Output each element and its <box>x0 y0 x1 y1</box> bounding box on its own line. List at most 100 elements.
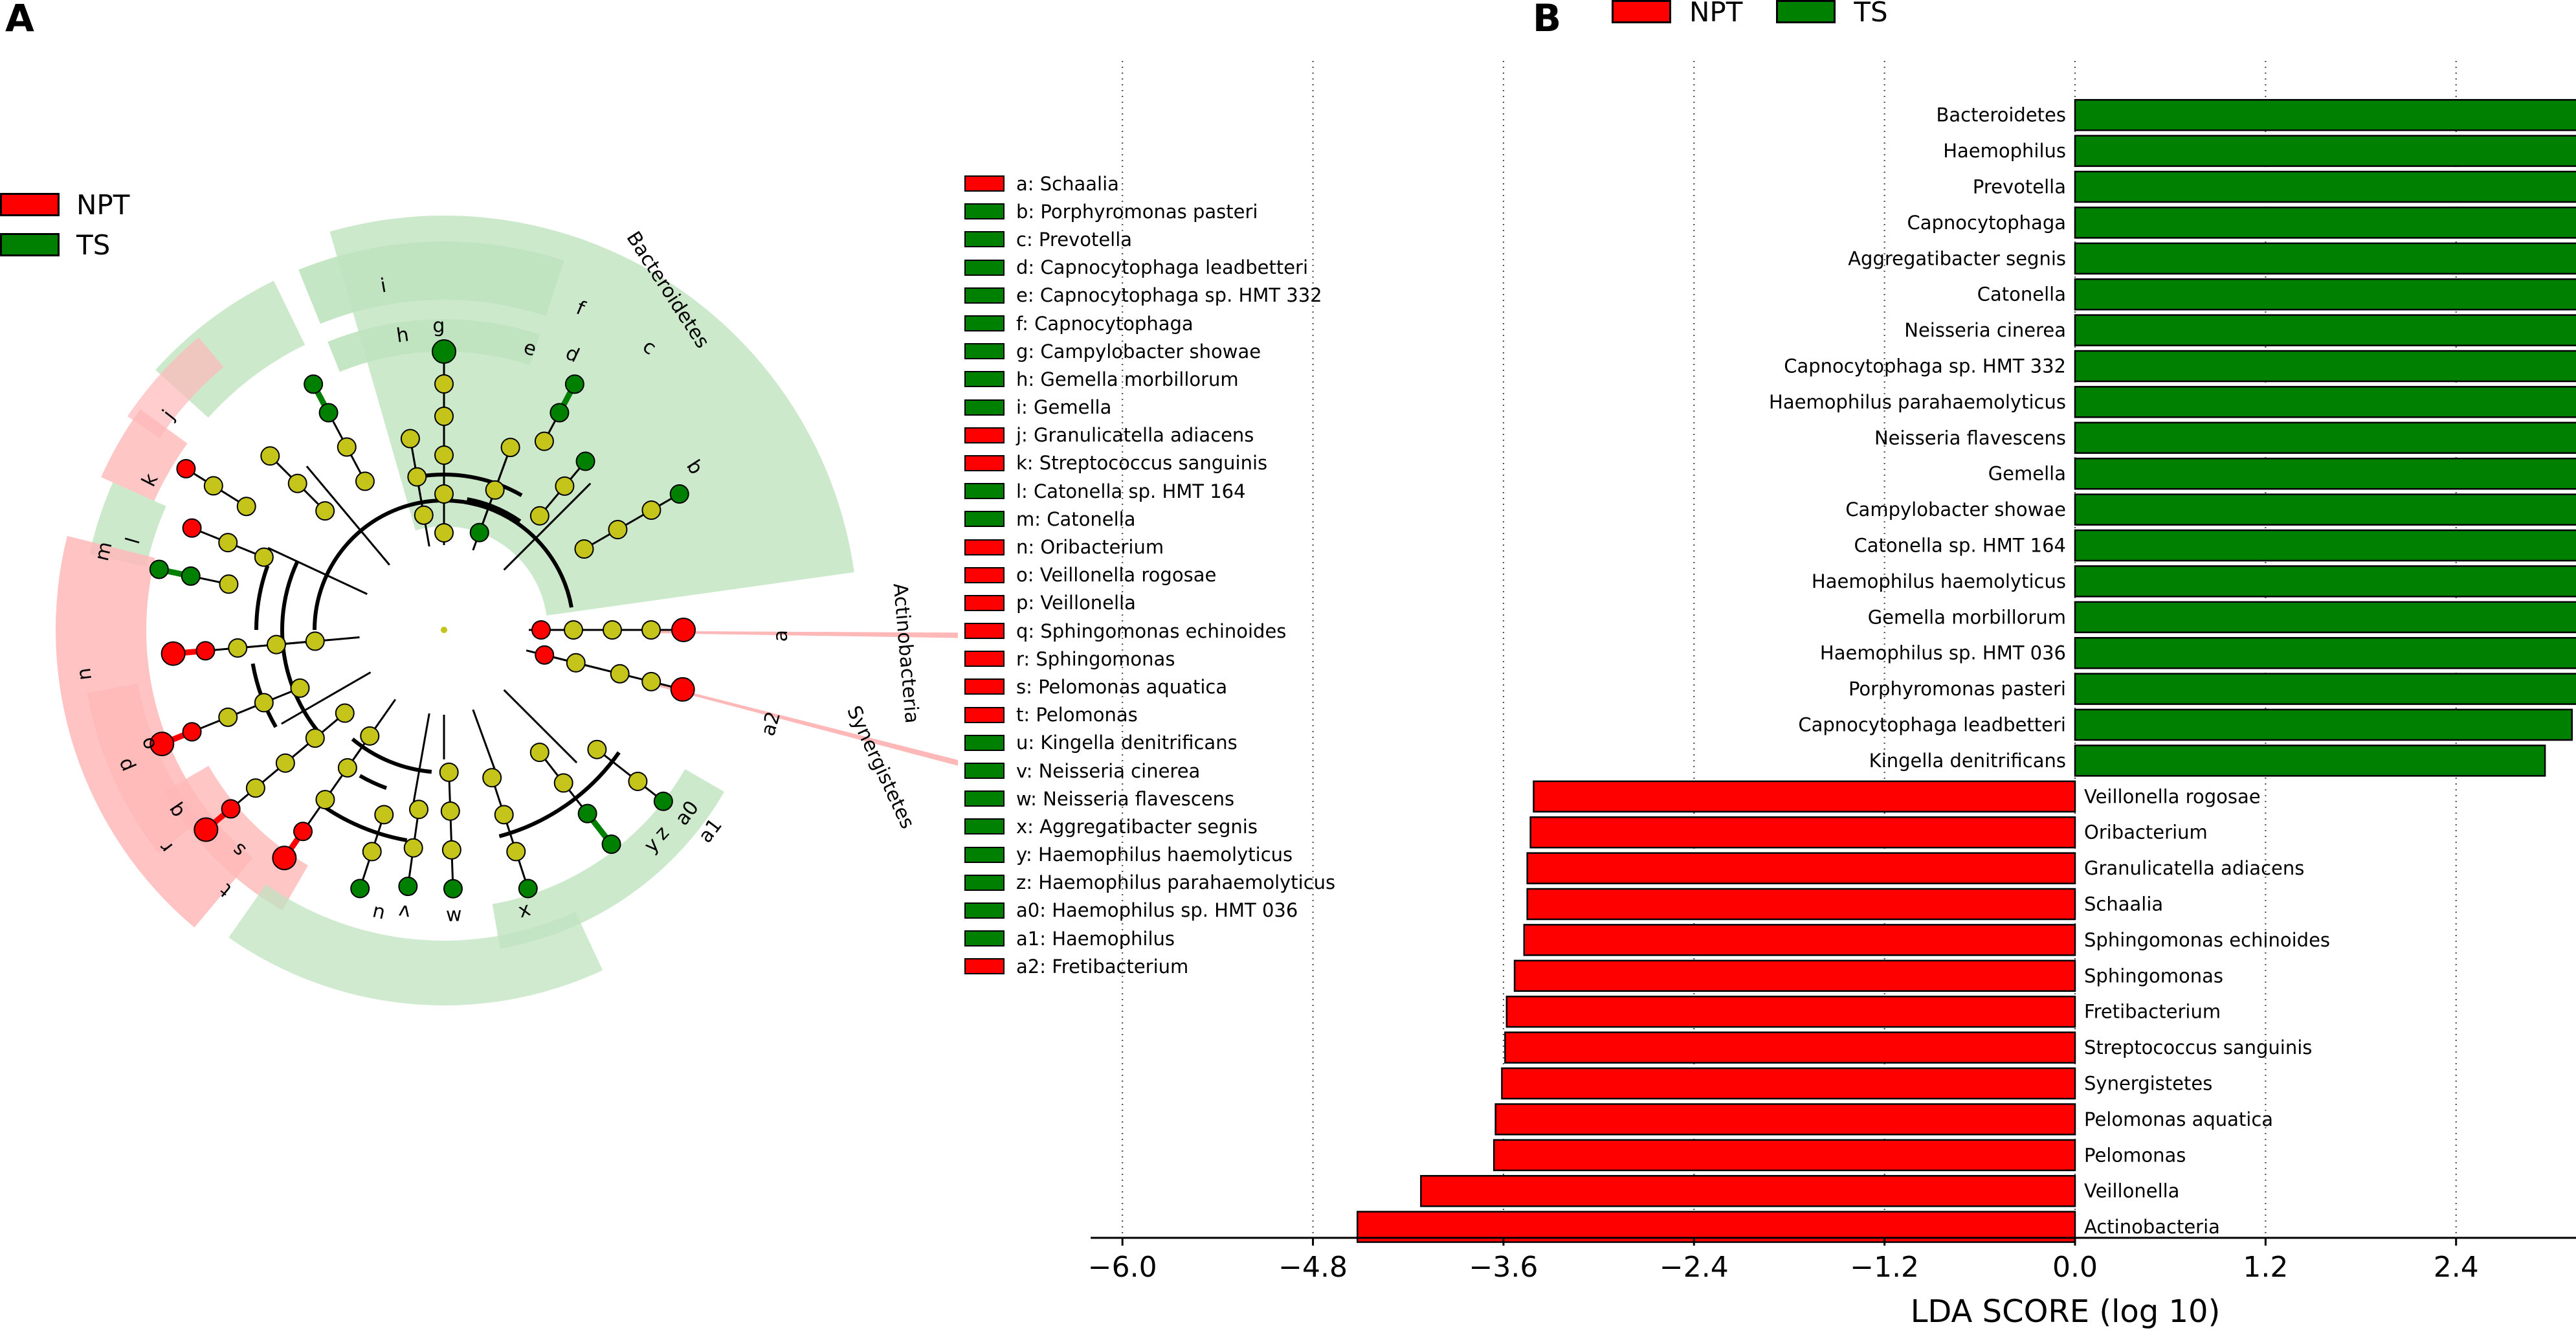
bar-label-13: Haemophilus haemolyticus <box>1812 570 2066 592</box>
node-proteobacteria <box>403 838 423 858</box>
taxa-key-swatch <box>964 539 1005 555</box>
bar-label-16: Porphyromonas pasteri <box>1849 678 2066 700</box>
node-firmicutes <box>260 446 280 466</box>
bar-label-7: Capnocytophaga sp. HMT 332 <box>1784 355 2066 377</box>
lda-legend: NPT TS <box>1612 0 1922 28</box>
bar-9 <box>2074 421 2576 454</box>
node-proteobacteria <box>362 842 382 862</box>
node-letter-u: u <box>370 901 387 926</box>
lda-legend-label-npt: NPT <box>1689 0 1743 28</box>
taxa-key-swatch <box>964 763 1005 779</box>
bar-label-15: Haemophilus sp. HMT 036 <box>1820 642 2066 664</box>
taxa-key-label: v: Neisseria cinerea <box>1016 759 1201 782</box>
node-letter-n: n <box>72 667 96 682</box>
taxa-key-swatch <box>964 371 1005 388</box>
lda-chart: Bacteroidetes Haemophilus Prevotella Capnoc… <box>1088 61 2576 1330</box>
node-firmicutes <box>318 403 339 423</box>
taxa-key-label: b: Porphyromonas pasteri <box>1016 200 1258 223</box>
node-firmicutes <box>254 547 274 567</box>
sector-catonella <box>89 482 166 567</box>
taxa-key-label: s: Pelomonas aquatica <box>1016 675 1228 698</box>
x-tick-label: 0.0 <box>2052 1251 2098 1284</box>
node-proteobacteria <box>441 840 461 860</box>
taxa-key-label: y: Haemophilus haemolyticus <box>1016 844 1293 866</box>
node-bacteroidetes <box>574 539 594 559</box>
lda-legend-label-ts: TS <box>1854 0 1888 28</box>
x-tick-label: −4.8 <box>1278 1251 1348 1284</box>
node-proteobacteria <box>482 768 502 788</box>
lda-legend-entry-npt: NPT <box>1612 0 1743 28</box>
node-firmicutes <box>245 778 265 798</box>
node-proteobacteria <box>374 805 394 825</box>
node-firmicutes <box>335 703 355 723</box>
node-firmicutes <box>219 574 239 594</box>
branch-spoke <box>503 482 592 571</box>
bar-27 <box>1501 1067 2076 1100</box>
taxa-key-swatch <box>964 203 1005 220</box>
branch-arc-bacteroidetes <box>416 473 523 497</box>
taxa-key-row-e: e: Capnocytophaga sp. HMT 332 <box>964 282 1335 309</box>
node-gemella <box>434 374 454 394</box>
node-gemella <box>434 407 454 426</box>
node-letter-v: v <box>397 900 412 924</box>
bar-label-27: Synergistetes <box>2084 1073 2212 1095</box>
clade-label-actinobacteria: Actinobacteria <box>889 582 924 724</box>
taxa-key-label: i: Gemella <box>1016 396 1112 419</box>
npt-swatch <box>1612 0 1671 23</box>
bar-19 <box>1533 780 2076 813</box>
taxa-key-row-o: o: Veillonella rogosae <box>964 561 1335 589</box>
bar-label-28: Pelomonas aquatica <box>2084 1108 2273 1130</box>
taxa-key-row-d: d: Capnocytophaga leadbetteri <box>964 254 1335 282</box>
taxa-key-row-n: n: Oribacterium <box>964 533 1335 561</box>
taxa-key-row-u: u: Kingella denitrificans <box>964 729 1335 757</box>
taxa-key-row-a2: a2: Fretibacterium <box>964 952 1335 980</box>
bar-23 <box>1523 924 2076 956</box>
npt-swatch <box>0 193 60 216</box>
taxa-key-label: g: Campylobacter showae <box>1016 340 1261 363</box>
node-bacteroidetes <box>534 431 554 451</box>
cladogram-legend: NPT TS <box>0 185 129 265</box>
tree-nodes <box>149 339 696 899</box>
taxa-key-swatch <box>964 483 1005 500</box>
node-bacteroidetes <box>469 522 489 543</box>
x-tick-label: −2.4 <box>1660 1251 1729 1284</box>
bar-label-0: Bacteroidetes <box>1937 104 2066 126</box>
taxa-key-row-m: m: Catonella <box>964 505 1335 533</box>
lda-legend-entry-ts: TS <box>1776 0 1888 28</box>
bar-15 <box>2074 636 2576 669</box>
node-proteobacteria <box>439 762 459 782</box>
bar-24 <box>1513 959 2076 992</box>
taxa-key-swatch <box>964 818 1005 835</box>
bar-label-8: Haemophilus parahaemolyticus <box>1769 391 2066 413</box>
taxa-key-label: u: Kingella denitrificans <box>1016 732 1238 754</box>
node-letter-w: w <box>445 903 462 926</box>
taxa-key-label: c: Prevotella <box>1016 228 1133 251</box>
taxa-key-swatch <box>964 623 1005 640</box>
bar-30 <box>1420 1174 2076 1207</box>
node-bacteroidetes <box>564 374 584 394</box>
taxa-key-swatch <box>964 231 1005 248</box>
bar-label-21: Granulicatella adiacens <box>2084 857 2304 879</box>
node-synergistetes <box>566 653 586 673</box>
node-actinobacteria <box>641 620 661 640</box>
bar-12 <box>2074 529 2576 562</box>
bar-label-11: Campylobacter showae <box>1845 498 2066 521</box>
node-letter-a: a <box>770 630 792 642</box>
node-firmicutes <box>337 757 357 778</box>
node-proteobacteria <box>577 803 597 823</box>
bar-29 <box>1493 1139 2076 1172</box>
taxa-key-swatch <box>964 427 1005 443</box>
taxa-key-label: a2: Fretibacterium <box>1016 955 1189 978</box>
node-firmicutes <box>315 501 335 521</box>
bar-2 <box>2074 170 2576 203</box>
node-firmicutes <box>181 566 201 586</box>
wedge-synergistetes <box>644 680 958 766</box>
root-node <box>441 627 447 633</box>
clade-shading <box>55 216 958 1006</box>
node-bacteroidetes <box>641 500 661 520</box>
taxa-key-label: h: Gemella morbillorum <box>1016 368 1239 390</box>
node-proteobacteria <box>587 739 607 759</box>
taxa-key-row-t: t: Pelomonas <box>964 701 1335 729</box>
taxa-key-label: f: Capnocytophaga <box>1016 312 1194 335</box>
node-synergistetes <box>535 645 555 665</box>
